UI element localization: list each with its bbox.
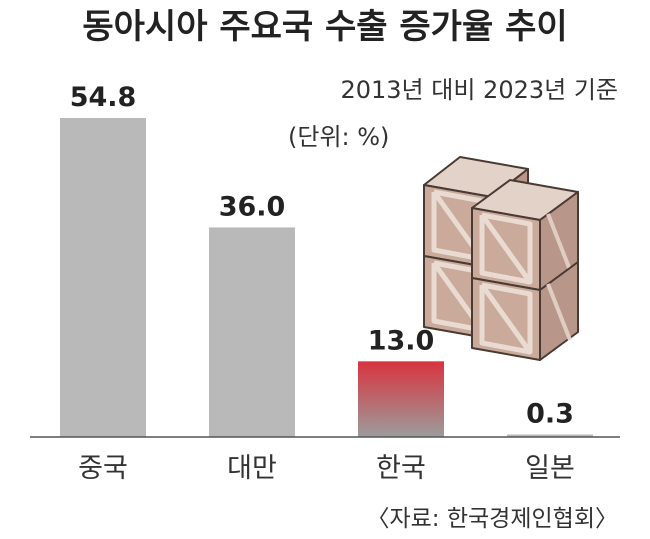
bar-3: [358, 361, 444, 437]
bar-1: [60, 118, 146, 437]
category-label: 중국: [78, 453, 128, 484]
unit-label: (단위: %): [288, 123, 389, 151]
chart-title: 동아시아 주요국 수출 증가율 추이: [82, 7, 567, 47]
wooden-crates-icon: [423, 156, 579, 361]
value-label: 0.3: [526, 399, 574, 430]
category-label: 일본: [525, 453, 575, 484]
bar-series: 54.8 중국 36.0 대만 13.0 한국 0.3 일본: [60, 82, 593, 484]
category-label: 한국: [376, 453, 426, 484]
bar-4: [507, 434, 593, 437]
bar-2: [209, 227, 295, 437]
value-label: 36.0: [219, 191, 286, 222]
value-label: 13.0: [368, 325, 435, 356]
category-label: 대만: [227, 453, 277, 484]
value-label: 54.8: [70, 82, 137, 113]
source-note: 〈자료: 한국경제인협회〉: [366, 506, 618, 532]
chart-subtitle: 2013년 대비 2023년 기준: [340, 76, 618, 104]
